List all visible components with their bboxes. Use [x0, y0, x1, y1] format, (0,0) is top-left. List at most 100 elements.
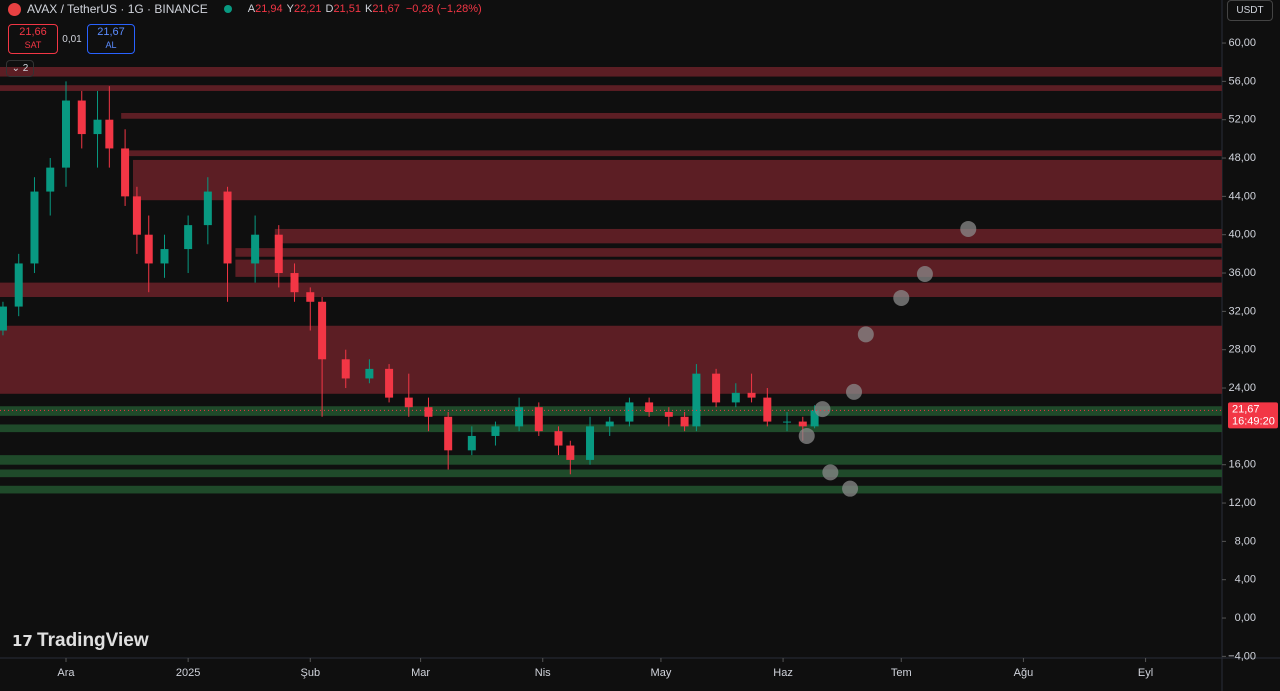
resistance-zone: [235, 259, 1222, 277]
y-tick-label: −4,00: [1228, 650, 1256, 662]
candle-body: [763, 397, 772, 422]
status-dot: [223, 5, 232, 13]
x-tick-label: Eyl: [1138, 667, 1153, 679]
candle-body: [605, 421, 614, 427]
y-tick-label: 56,00: [1228, 75, 1256, 87]
candle-body: [61, 100, 70, 168]
y-tick-label: 60,00: [1228, 37, 1256, 49]
sell-label: SAT: [24, 40, 42, 50]
y-tick-label: 36,00: [1228, 267, 1256, 279]
x-tick-label: Ara: [57, 667, 75, 679]
candle-body: [385, 368, 394, 398]
candle-body: [290, 273, 299, 293]
ohlc-value: 21,67: [372, 3, 400, 15]
indicators-count: 2: [22, 63, 29, 74]
coin-icon: [8, 2, 21, 16]
change: −0,28 (−1,28%): [405, 3, 482, 15]
candle-body: [680, 416, 689, 427]
candle-body: [341, 359, 350, 379]
last-price-tag: [1228, 402, 1278, 429]
ohlc-value: 21,94: [255, 3, 283, 15]
candle-body: [747, 392, 756, 398]
symbol-header: AVAX / TetherUS · 1G · BINANCE A21,94 Y22…: [8, 2, 482, 16]
x-tick-label: May: [651, 667, 672, 679]
projection-point: [857, 326, 874, 343]
x-tick-label: Haz: [773, 667, 793, 679]
candle-body: [491, 426, 500, 436]
candle-body: [664, 411, 673, 417]
resistance-zone: [132, 159, 1223, 201]
candle-body: [586, 426, 595, 460]
brand-logo: 𝟭𝟳 TradingView: [12, 630, 149, 651]
candle-body: [692, 373, 701, 427]
candle-body: [46, 167, 55, 192]
indicators-toggle[interactable]: ⌄ 2: [6, 60, 34, 77]
candle-body: [731, 392, 740, 403]
ohlc-key: A: [247, 3, 256, 15]
candle-body: [77, 100, 86, 135]
buy-label: AL: [105, 40, 117, 50]
x-tick-label: Tem: [891, 667, 912, 679]
y-tick-label: 40,00: [1228, 229, 1256, 241]
x-tick-label: Mar: [411, 667, 430, 679]
y-tick-label: 16,00: [1228, 459, 1256, 471]
candle-body: [810, 410, 819, 427]
projection-point: [822, 464, 839, 481]
resistance-zone: [0, 85, 1222, 91]
currency-button[interactable]: USDT: [1227, 0, 1273, 21]
buy-price: 21,67: [97, 26, 125, 38]
candle-body: [625, 402, 634, 422]
candle-body: [554, 431, 563, 446]
candle-body: [184, 225, 193, 250]
ohlc-item: D21,51: [325, 3, 360, 15]
projection-point: [846, 383, 863, 400]
support-zone: [0, 485, 1222, 494]
candle-body: [798, 421, 807, 427]
y-tick-label: 12,00: [1228, 497, 1256, 509]
candle-body: [365, 368, 374, 379]
candle-body: [515, 407, 524, 427]
candle-body: [203, 191, 212, 226]
y-tick-label: 8,00: [1235, 535, 1256, 547]
candle-body: [144, 234, 153, 264]
buy-button[interactable]: 21,67 AL: [87, 24, 135, 54]
support-zone: [0, 469, 1222, 478]
ohlc-value: 21,51: [333, 3, 361, 15]
symbol[interactable]: AVAX / TetherUS · 1G · BINANCE: [27, 2, 208, 16]
candle-body: [105, 119, 114, 149]
candle-body: [274, 234, 283, 274]
sell-button[interactable]: 21,66 SAT: [8, 24, 58, 54]
x-tick-label: Şub: [300, 667, 320, 679]
x-tick-label: 2025: [176, 667, 200, 679]
candle-body: [0, 306, 7, 331]
ohlc-key: D: [325, 3, 334, 15]
ohlc-item: A21,94: [248, 3, 283, 15]
y-tick-label: 0,00: [1235, 612, 1256, 624]
ohlc-key: K: [364, 3, 373, 15]
support-zone: [0, 455, 1222, 465]
candle-body: [30, 191, 39, 264]
candle-body: [160, 249, 169, 264]
support-zone: [0, 406, 1222, 416]
candle-body: [566, 445, 575, 460]
y-tick-label: 52,00: [1228, 114, 1256, 126]
candle-body: [712, 373, 721, 403]
candle-body: [132, 196, 141, 235]
candle-body: [306, 292, 315, 302]
y-tick-label: 4,00: [1235, 574, 1256, 586]
resistance-zone: [121, 112, 1223, 119]
candle-body: [318, 301, 327, 360]
ohlc-item: K21,67: [365, 3, 400, 15]
candle-body: [467, 435, 476, 451]
resistance-zone: [274, 228, 1222, 244]
x-tick-label: Ağu: [1014, 667, 1034, 679]
y-tick-label: 44,00: [1228, 190, 1256, 202]
x-tick-label: Nis: [535, 667, 551, 679]
projection-point: [960, 220, 977, 237]
projection-point: [893, 289, 910, 306]
sell-price: 21,66: [19, 26, 47, 38]
candle-body: [783, 421, 792, 423]
y-tick-label: 48,00: [1228, 152, 1256, 164]
